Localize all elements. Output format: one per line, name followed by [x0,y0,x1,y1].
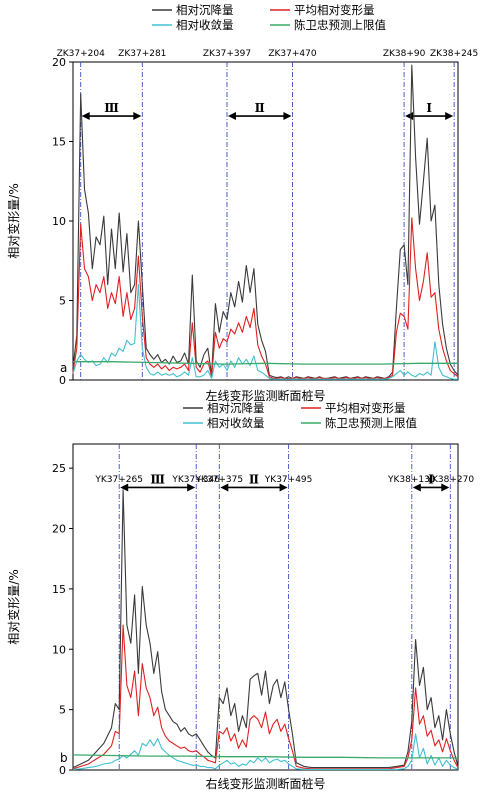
plot-frame [72,443,459,771]
y-tick-label: 5 [59,295,66,308]
y-tick-label: 20 [52,56,66,69]
chart-panel-b: 0 5 10 15 20 25 相对变形量/% 右线变形监测断面桩号 b YK37+265 YK37… [6,401,474,791]
y-tick-label: 0 [59,764,66,777]
y-tick-label: 10 [52,215,66,228]
series-line [72,754,458,759]
legend-entry: 平均相对变形量 [294,3,375,17]
zone-label: Ⅰ [426,101,432,115]
legend-entry: 陈卫忠预测上限值 [325,416,417,430]
y-tick-label: 15 [52,136,66,149]
series-line [72,284,458,380]
legend-entry: 相对收敛量 [207,416,265,430]
series-line [72,624,459,770]
panel-label: b [60,751,68,765]
zone-arrowhead-right [441,483,450,492]
y-tick-label: 0 [59,374,66,387]
legend-entry: 相对收敛量 [176,18,234,32]
zone-arrowhead-left [120,483,129,492]
y-tick-label: 15 [52,583,66,596]
station-label: YK37+346 [171,475,220,485]
series-line [72,489,459,769]
zone-arrowhead-right [279,483,288,492]
zone-label: Ⅱ [255,101,265,115]
station-label: ZK37+281 [118,49,166,59]
zone-arrowhead-right [187,483,196,492]
station-label: YK37+495 [264,475,313,485]
station-label: YK38+270 [426,475,475,485]
station-label: YK38+130 [387,475,436,485]
station-label: ZK37+470 [268,49,317,59]
zone-arrowhead-left [228,112,236,121]
zone-arrowhead-right [445,112,454,121]
zone-arrowhead-right [283,112,292,121]
station-label: ZK37+204 [57,49,106,59]
zone-label: Ⅱ [249,472,259,486]
station-label: ZK38+90 [383,49,426,59]
y-tick-label: 25 [52,462,66,475]
chart-panel-a: 0 5 10 15 20 相对变形量/% 左线变形监测断面桩号 a ZK37+204 ZK37+2… [6,3,478,403]
station-label: YK37+265 [94,475,143,485]
legend-entry: 平均相对变形量 [325,401,406,415]
x-axis-label: 右线变形监测断面桩号 [205,776,325,791]
panel-label: a [60,361,67,375]
series-line [72,733,459,770]
zone-arrowhead-left [412,483,421,492]
zone-label: Ⅰ [428,472,434,486]
x-axis-label: 左线变形监测断面桩号 [205,388,325,403]
y-tick-label: 5 [59,704,66,717]
y-axis-label: 相对变形量/% [6,183,21,258]
legend-entry: 陈卫忠预测上限值 [294,18,386,32]
y-axis-label: 相对变形量/% [6,569,21,644]
plot-frame [72,61,459,381]
zone-arrowhead-left [405,112,414,121]
station-label: YK37+375 [195,475,244,485]
y-tick-label: 10 [52,643,66,656]
y-tick-label: 20 [52,523,66,536]
series-line [72,64,459,379]
zone-arrowhead-left [220,483,229,492]
station-label: ZK38+245 [430,49,478,59]
series-line [73,361,458,365]
zone-label: Ⅲ [104,101,119,115]
zone-arrowhead-left [81,112,90,121]
legend-entry: 相对沉降量 [176,3,234,17]
series-line [72,217,459,379]
zone-arrowhead-right [133,112,142,121]
zone-label: Ⅲ [150,472,165,486]
legend-entry: 相对沉降量 [207,401,265,415]
station-label: ZK37+397 [203,49,251,59]
